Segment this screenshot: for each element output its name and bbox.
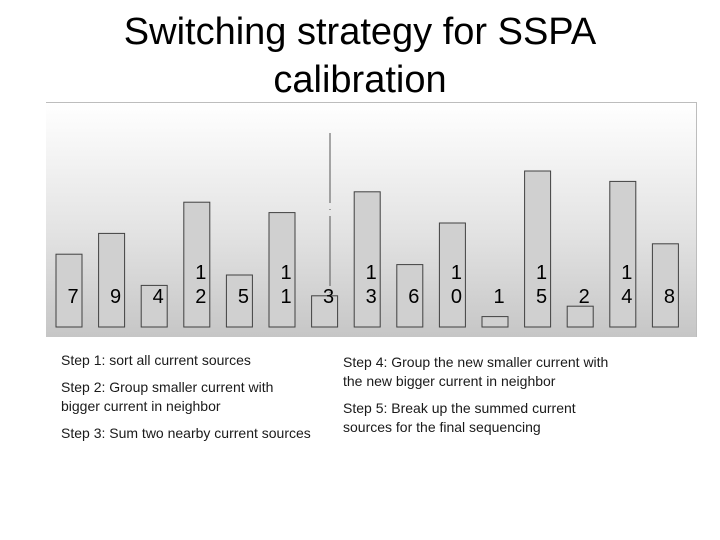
bar-14 <box>609 180 637 328</box>
step-3-text: Step 3: Sum two nearby current sources <box>61 425 311 441</box>
bar-label-1: 7 <box>67 286 78 308</box>
bar-6 <box>268 212 296 328</box>
slide-title: Switching strategy for SSPA calibration <box>123 11 597 101</box>
step-2-text: Step 2: Group smaller current with bigge… <box>61 379 274 414</box>
bar-label-7: 3 <box>323 286 334 308</box>
bar-9 <box>396 264 424 328</box>
bar-label-11: 1 <box>493 286 504 308</box>
step-4-text: Step 4: Group the new smaller current wi… <box>343 354 609 389</box>
bar-7 <box>311 295 339 328</box>
bar-3 <box>140 284 168 328</box>
steps-right-column: Step 4: Group the new smaller current wi… <box>343 353 618 445</box>
bar-8 <box>353 191 381 328</box>
step-5-text: Step 5: Break up the summed current sour… <box>343 400 576 435</box>
bar-label-15: 8 <box>664 286 675 308</box>
bar-4 <box>183 201 211 328</box>
step-1-text: Step 1: sort all current sources <box>61 352 251 368</box>
bar-10 <box>438 222 466 328</box>
bar-2 <box>98 232 126 328</box>
bar-label-3: 4 <box>153 286 164 308</box>
bar-label-9: 6 <box>408 286 419 308</box>
bar-12 <box>524 170 552 328</box>
bar-chart-svg: 7 9 4 1 2 5 1 1 3 1 3 6 1 0 1 1 5 2 1 4 8 <box>55 133 679 328</box>
bar-11 <box>481 316 509 328</box>
bar-label-5: 5 <box>238 286 249 308</box>
bar-label-2: 9 <box>110 286 121 308</box>
bar-label-13: 2 <box>579 286 590 308</box>
bar-5 <box>225 274 253 328</box>
bar-13 <box>566 305 594 328</box>
bar-15 <box>651 243 679 328</box>
steps-left-column: Step 1: sort all current sources Step 2:… <box>61 351 311 451</box>
bar-1 <box>55 253 83 328</box>
